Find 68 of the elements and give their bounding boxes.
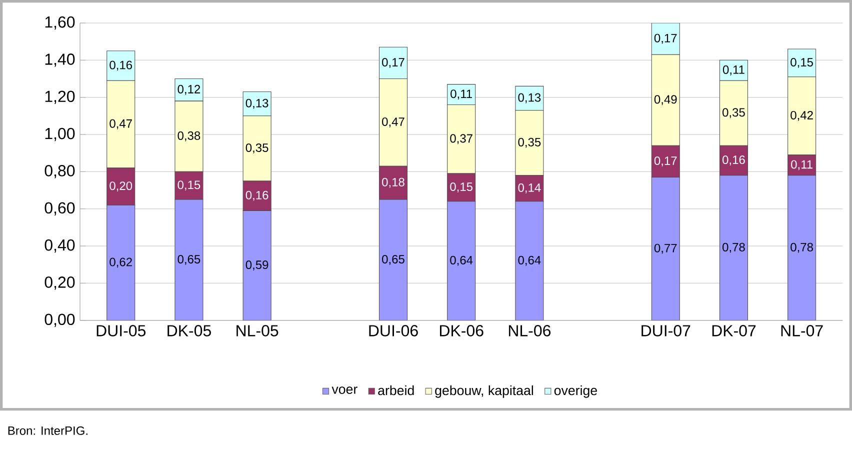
data-label: 0,35 xyxy=(518,138,541,148)
x-tick-label: DUI-05 xyxy=(96,324,146,336)
data-label: 0,15 xyxy=(790,58,813,68)
y-tick-label: 0,20 xyxy=(44,276,75,290)
data-label: 0,17 xyxy=(654,156,677,166)
data-label: 0,47 xyxy=(110,119,132,130)
data-label: 0,49 xyxy=(654,94,677,105)
data-label: 0,16 xyxy=(722,155,745,166)
x-tick-label: DK-07 xyxy=(712,324,756,336)
x-tick-label: DUI-07 xyxy=(642,324,690,336)
data-label: 0,17 xyxy=(654,34,677,44)
x-tick-label: NL-06 xyxy=(508,324,551,336)
y-tick-label: 0,00 xyxy=(44,314,75,327)
y-tick-label: 1,60 xyxy=(45,16,75,30)
data-label: 0,13 xyxy=(518,93,541,104)
y-tick-label: 0,60 xyxy=(44,202,75,216)
data-label: 0,62 xyxy=(110,258,132,268)
data-label: 0,11 xyxy=(450,89,472,100)
x-tick-label: DK-05 xyxy=(168,324,211,336)
data-label: 0,11 xyxy=(722,65,744,76)
data-label: 0,64 xyxy=(518,256,541,266)
data-label: 0,20 xyxy=(110,181,132,192)
x-tick-label: NL-05 xyxy=(236,324,278,336)
data-label: 0,17 xyxy=(382,58,404,68)
bar xyxy=(447,200,476,320)
y-tick-label: 0,40 xyxy=(44,239,75,252)
legend-label: gebouw, kapitaal xyxy=(435,385,533,398)
data-label: 0,13 xyxy=(246,98,268,109)
data-label: 0,16 xyxy=(246,190,268,201)
data-label: 0,78 xyxy=(722,242,745,253)
data-label: 0,78 xyxy=(790,242,813,253)
data-label: 0,11 xyxy=(791,160,812,170)
bar xyxy=(788,174,816,320)
data-label: 0,15 xyxy=(450,182,473,192)
data-label: 0,16 xyxy=(110,60,132,71)
data-label: 0,64 xyxy=(450,256,473,266)
data-label: 0,77 xyxy=(654,244,677,254)
data-label: 0,65 xyxy=(382,254,404,265)
data-label: 0,14 xyxy=(518,183,541,194)
bar xyxy=(719,174,748,320)
legend-label: voer xyxy=(332,386,358,394)
bar xyxy=(515,200,544,320)
x-tick-label: NL-07 xyxy=(781,324,823,336)
bar xyxy=(651,176,680,320)
y-tick-label: 1,20 xyxy=(45,90,75,104)
data-label: 0,35 xyxy=(722,108,745,118)
data-label: 0,65 xyxy=(178,254,200,265)
legend-label: arbeid xyxy=(378,385,414,396)
data-label: 0,18 xyxy=(382,178,404,188)
y-tick-label: 1,00 xyxy=(45,128,75,141)
x-tick-label: DUI-06 xyxy=(369,324,418,336)
data-label: 0,15 xyxy=(178,180,200,190)
y-tick-label: 0,80 xyxy=(44,164,75,178)
data-label: 0,12 xyxy=(178,84,200,95)
bar xyxy=(242,210,272,320)
data-label: 0,37 xyxy=(450,134,472,144)
y-tick-label: 1,40 xyxy=(45,53,75,67)
bar xyxy=(106,204,136,320)
data-label: 0,59 xyxy=(246,260,268,270)
text: Bron: InterPIG. xyxy=(8,426,88,435)
bar xyxy=(378,199,408,320)
data-label: 0,38 xyxy=(178,131,200,142)
data-label: 0,47 xyxy=(382,117,404,128)
legend-label: overige xyxy=(554,385,597,398)
data-label: 0,35 xyxy=(246,143,268,154)
bar xyxy=(174,199,204,320)
x-tick-label: DK-06 xyxy=(440,324,484,336)
data-label: 0,42 xyxy=(790,110,813,121)
